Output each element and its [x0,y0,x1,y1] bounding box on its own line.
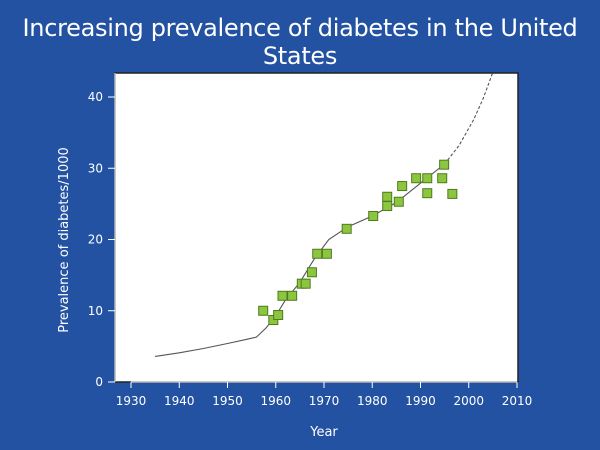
data-point [287,290,298,301]
points-layer [258,159,458,326]
data-point [439,159,450,170]
y-tick-label: 10 [88,304,103,318]
data-point [300,278,311,289]
chart-title: Increasing prevalence of diabetes in the… [22,14,578,70]
x-axis-label: Year [309,425,338,440]
y-tick-label: 0 [95,375,103,389]
x-tick-label: 2000 [453,394,484,408]
x-tick-label: 1980 [357,394,388,408]
x-tick-label: 1960 [260,394,291,408]
projection-line [444,71,494,165]
data-point [437,173,448,184]
data-point [382,201,393,212]
x-tick-label: 1940 [164,394,195,408]
data-point [277,290,288,301]
y-axis-label: Prevalence of diabetes/1000 [57,147,72,333]
x-tick-label: 1950 [212,394,243,408]
plot-area [114,72,519,383]
data-point [258,305,269,316]
x-tick-label: 1970 [309,394,340,408]
x-tick-label: 1930 [116,394,147,408]
x-tick-label: 1990 [405,394,436,408]
data-point [447,188,458,199]
data-point [422,188,433,199]
y-tick-label: 30 [88,161,103,175]
x-tick-label: 2010 [502,394,533,408]
data-point [393,196,404,207]
data-point [382,191,393,202]
data-point [321,248,332,259]
data-point [368,210,379,221]
data-point [306,267,317,278]
axes-layer: 1930 1940 1950 1960 1970 1980 1990 2000 2010 0 10 2… [88,73,533,408]
data-point [397,181,408,192]
data-point [273,310,284,321]
data-point [312,248,323,259]
y-tick-label: 40 [88,90,103,104]
data-point [341,223,352,234]
data-point [411,173,422,184]
y-tick-label: 20 [88,233,103,247]
data-point [422,173,433,184]
